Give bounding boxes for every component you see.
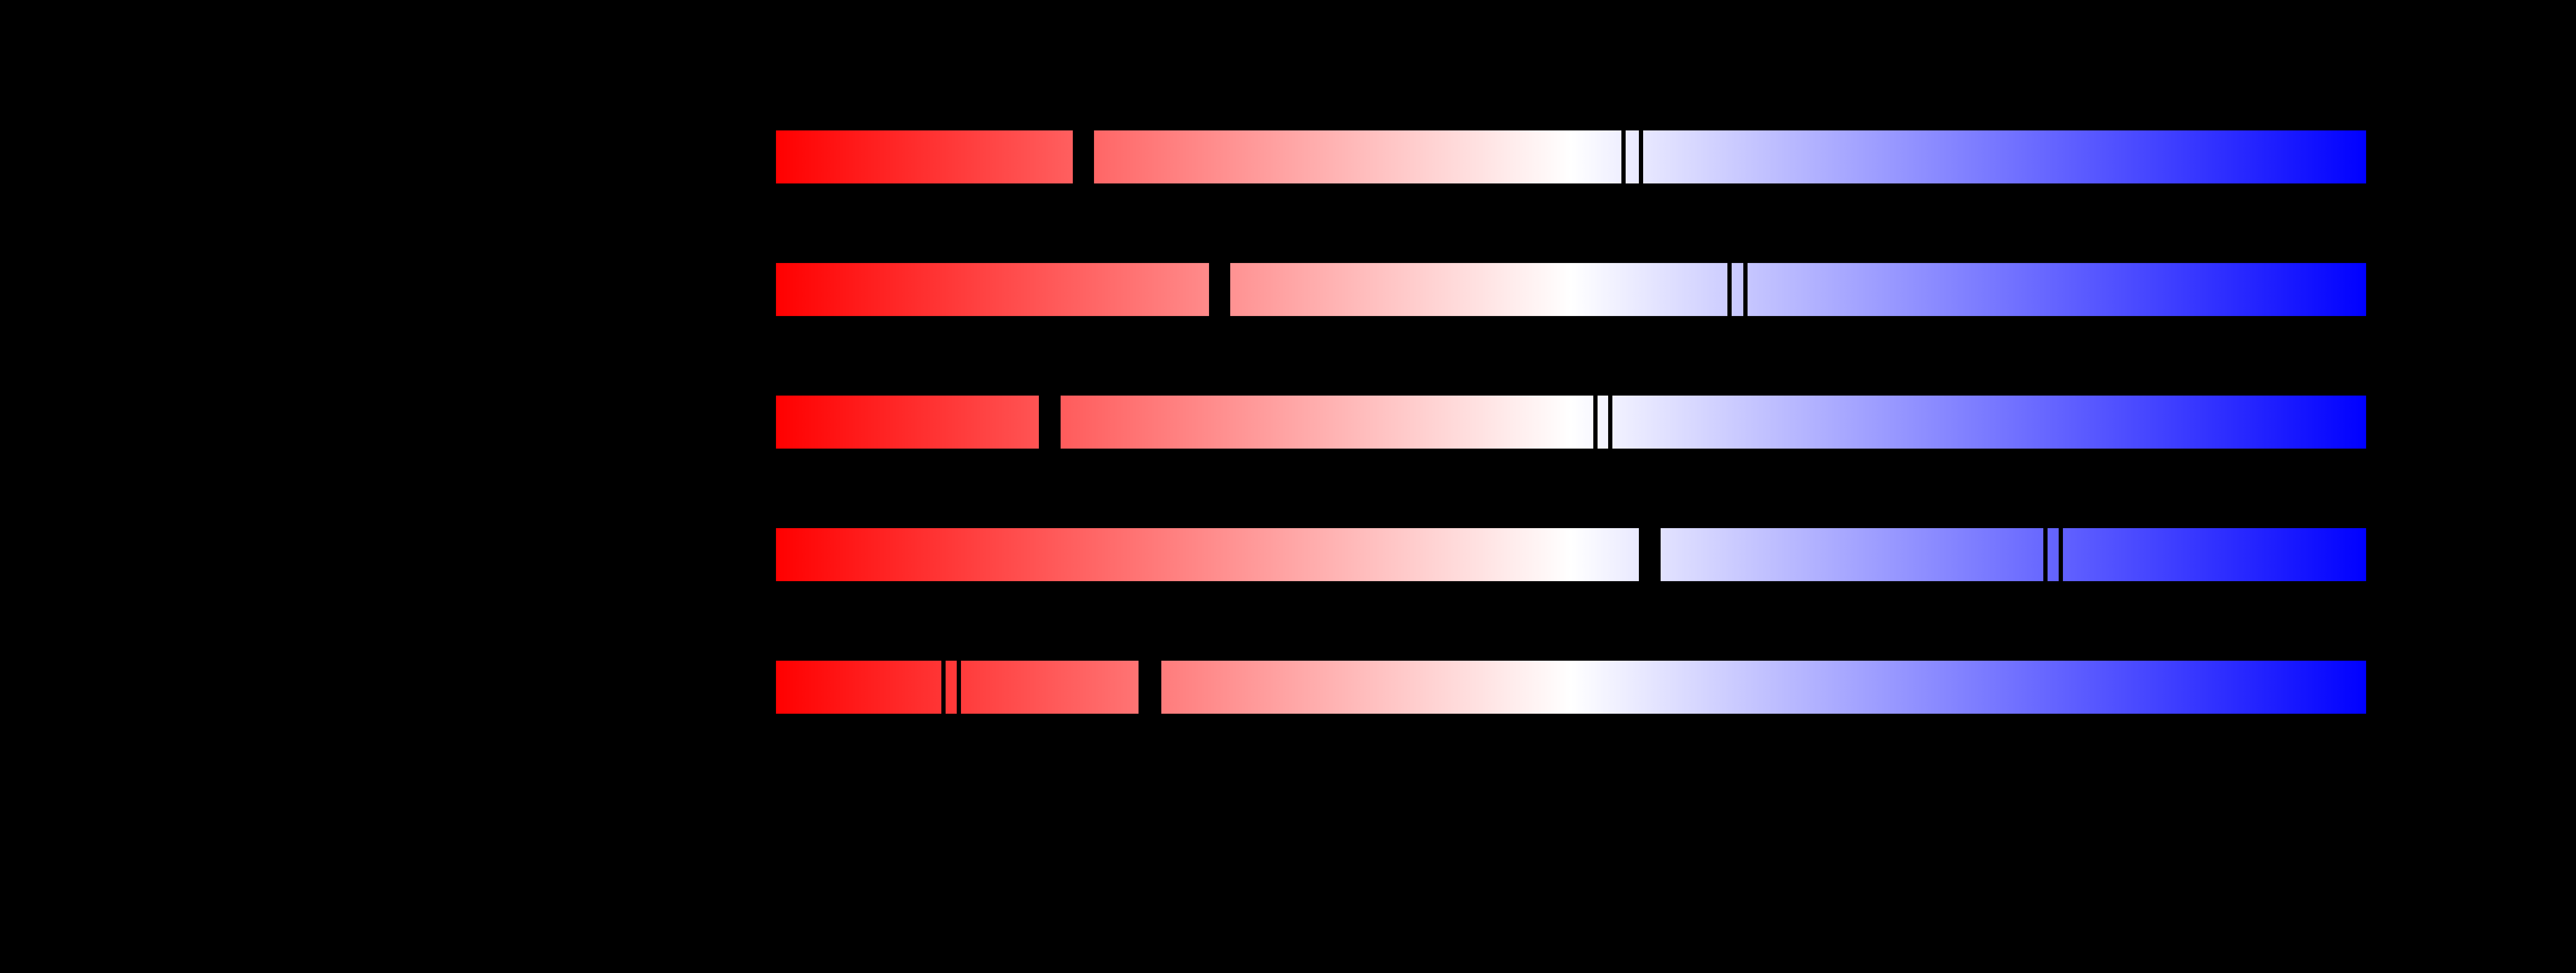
thick-break-marker (1073, 130, 1094, 183)
spectrum-bar-row-5 (776, 661, 2366, 714)
thin-line-marker-left (1727, 263, 1732, 316)
thick-break-marker (1039, 396, 1061, 449)
thin-line-marker-left (1621, 130, 1626, 183)
thick-break-marker (1209, 263, 1230, 316)
thin-line-marker-left (2043, 528, 2048, 581)
thick-break-marker (1639, 528, 1661, 581)
thin-line-marker-right (2059, 528, 2063, 581)
thin-line-marker-right (1608, 396, 1612, 449)
thin-line-marker-left (941, 661, 946, 714)
thin-line-marker-right (1743, 263, 1748, 316)
thick-break-marker (1139, 661, 1161, 714)
spectrum-bar-row-4 (776, 528, 2366, 581)
thin-line-marker-right (957, 661, 961, 714)
spectrum-bar-row-3 (776, 396, 2366, 449)
thin-line-marker-right (1639, 130, 1643, 183)
spectrum-bar-row-1 (776, 130, 2366, 183)
spectrum-bar-row-2 (776, 263, 2366, 316)
thin-line-marker-left (1593, 396, 1598, 449)
